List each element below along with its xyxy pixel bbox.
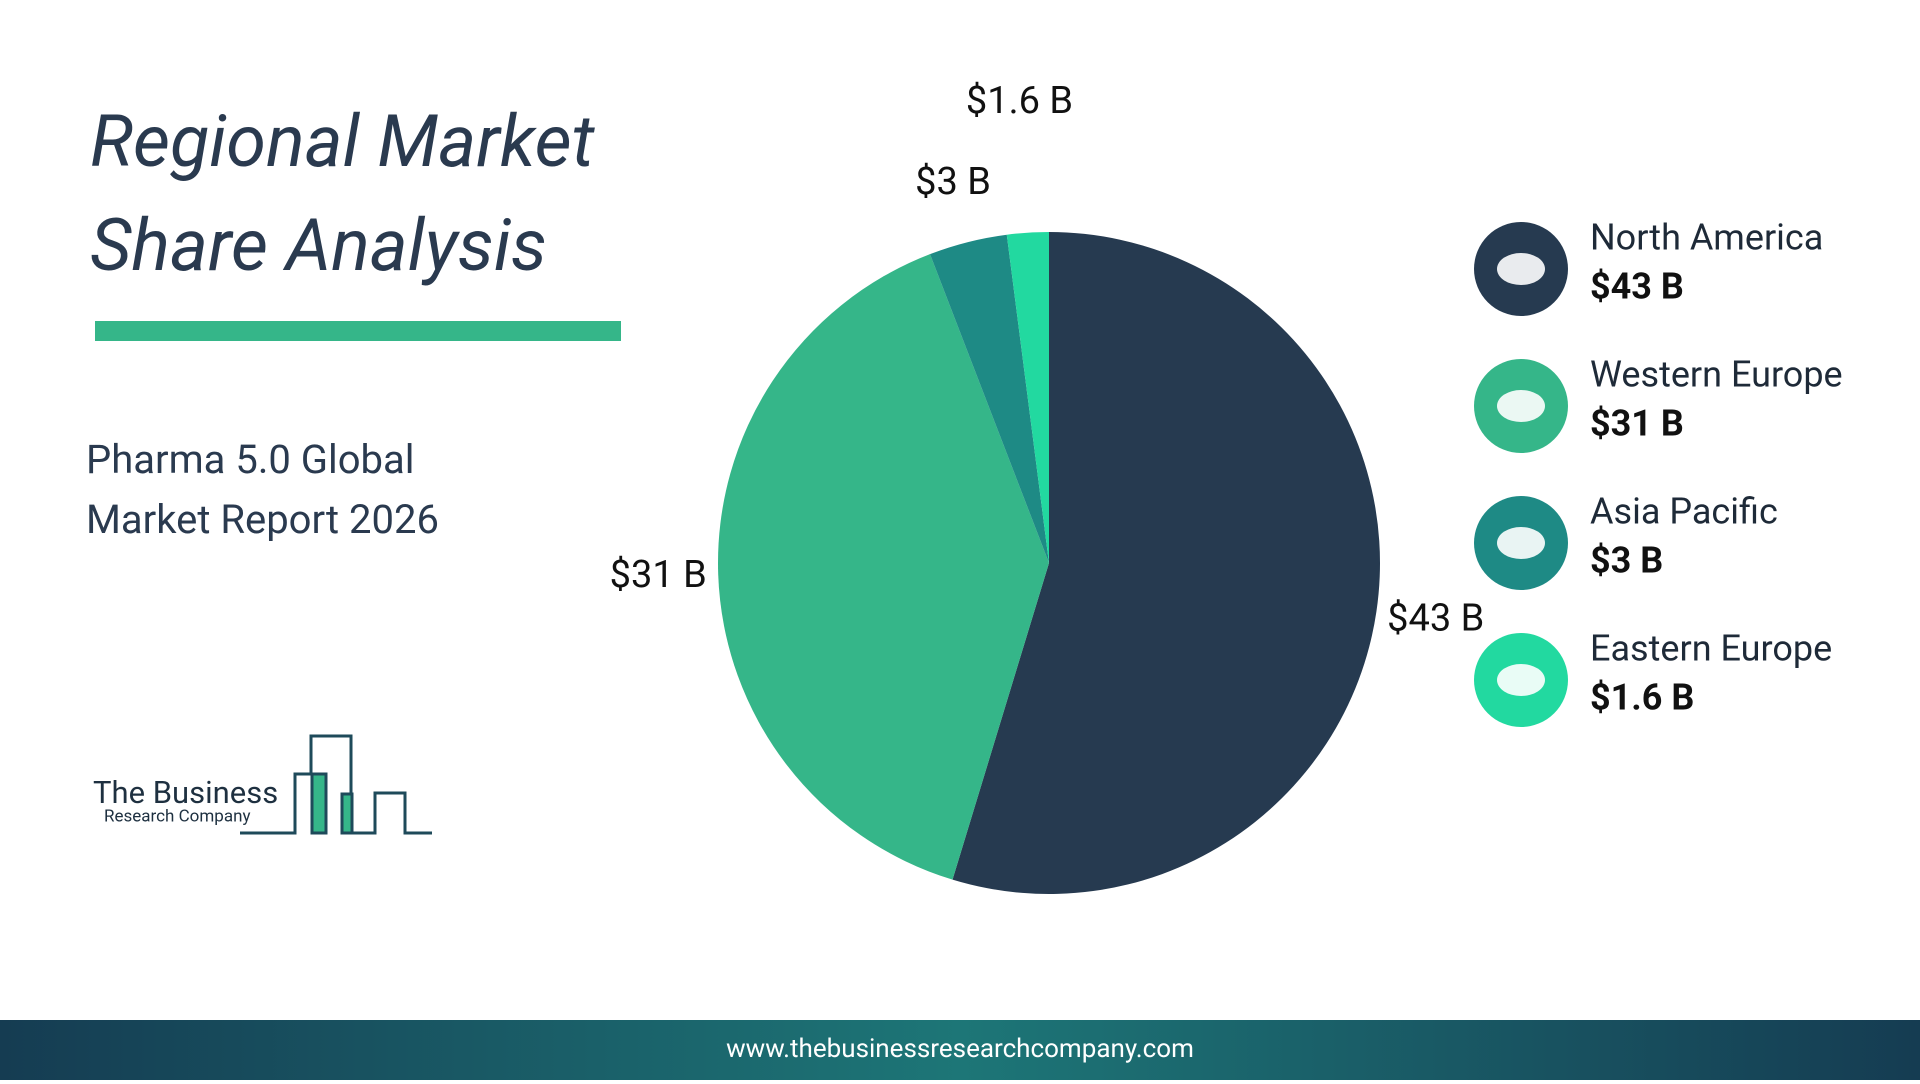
pie: $43 B $31 B $3 B $1.6 B — [610, 79, 1484, 894]
legend: North America $43 B Western Europe $31 B Asi… — [1474, 217, 1843, 727]
data-label: $31 B — [610, 553, 707, 597]
legend-value: $3 B — [1590, 540, 1663, 582]
legend-value: $1.6 B — [1590, 677, 1694, 719]
legend-icon — [1497, 527, 1545, 559]
data-label: $3 B — [915, 160, 991, 204]
title-underline — [95, 321, 621, 341]
data-label: $43 B — [1387, 597, 1484, 641]
legend-value: $43 B — [1590, 266, 1684, 308]
data-label: $1.6 B — [966, 79, 1073, 123]
legend-label: Eastern Europe — [1590, 628, 1832, 670]
legend-label: Asia Pacific — [1590, 491, 1778, 533]
chart-title: Regional Market Share Analysis — [90, 99, 595, 288]
logo-line1: The Business — [93, 774, 278, 811]
pie-slice — [718, 254, 1049, 880]
subtitle: Pharma 5.0 Global Market Report 2026 — [86, 436, 439, 543]
legend-label: Western Europe — [1590, 354, 1843, 396]
legend-icon — [1497, 253, 1545, 285]
footer-url: www.thebusinessresearchcompany.com — [726, 1034, 1194, 1064]
legend-value: $31 B — [1590, 403, 1684, 445]
legend-label: North America — [1590, 217, 1823, 259]
legend-icon — [1497, 390, 1545, 422]
pie-slice — [1006, 232, 1049, 563]
footer-band — [0, 1020, 1920, 1080]
title-box: Regional Market Share Analysis — [90, 99, 595, 288]
logo-line2: Research Company — [104, 806, 251, 826]
pie-slice — [930, 234, 1049, 563]
logo — [240, 734, 432, 835]
legend-icon — [1497, 664, 1545, 696]
pie-slice — [952, 232, 1380, 894]
subtitle-box: Pharma 5.0 Global Market Report 2026 — [86, 436, 439, 543]
